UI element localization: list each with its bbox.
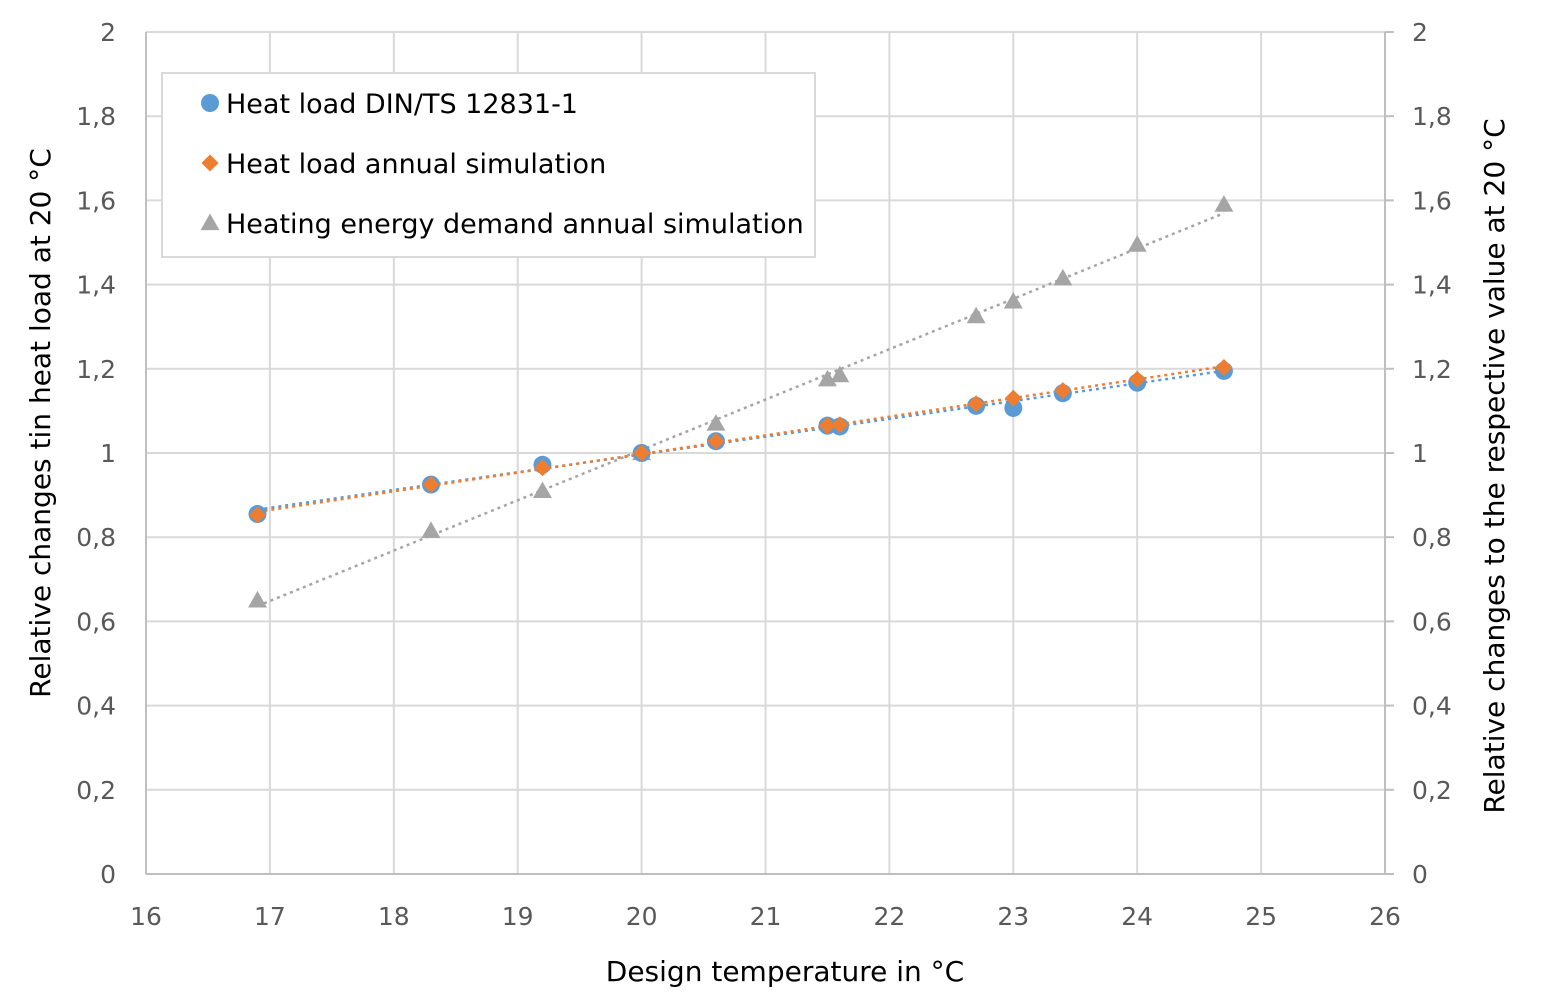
diamond-point bbox=[707, 432, 725, 450]
y-tick-label: 1 bbox=[100, 439, 116, 468]
y-tick-label: 0 bbox=[100, 860, 116, 889]
legend-label: Heat load annual simulation bbox=[226, 149, 606, 180]
circle-point bbox=[1004, 398, 1023, 417]
y2-tick-label: 0,2 bbox=[1412, 776, 1452, 805]
y-tick-label: 1,6 bbox=[76, 186, 116, 215]
y-tick-label: 1,2 bbox=[76, 355, 116, 384]
y2-tick-label: 0,4 bbox=[1412, 692, 1452, 721]
diamond-point bbox=[818, 417, 836, 435]
x-tick-label: 21 bbox=[750, 902, 782, 931]
x-tick-label: 16 bbox=[130, 902, 162, 931]
y2-tick-label: 1,4 bbox=[1412, 271, 1452, 300]
legend-item: Heat load annual simulation bbox=[201, 149, 606, 180]
x-tick-label: 25 bbox=[1245, 902, 1277, 931]
triangle-point bbox=[421, 521, 441, 538]
triangle-point bbox=[533, 481, 552, 498]
x-tick-label: 18 bbox=[378, 902, 410, 931]
tick-labels: 16 17 18 19 20 21 22 23 24 25 2600,20,40,60,811,21… bbox=[76, 18, 1452, 931]
diamond-point bbox=[1054, 382, 1072, 400]
y2-tick-label: 1,8 bbox=[1412, 102, 1452, 131]
triangle-point bbox=[818, 369, 837, 387]
y2-axis-title: Relative changes to the respective value… bbox=[1478, 118, 1511, 813]
legend-diamond-marker bbox=[201, 154, 219, 172]
trendlines bbox=[257, 212, 1225, 608]
x-tick-label: 24 bbox=[1121, 902, 1153, 931]
axes bbox=[145, 31, 1394, 875]
x-tick-label: 26 bbox=[1369, 902, 1401, 931]
diamond-point bbox=[1215, 358, 1233, 377]
diamond-point bbox=[533, 459, 552, 477]
y2-tick-label: 0,6 bbox=[1412, 607, 1452, 636]
legend: Heat load DIN/TS 12831-1 Heat load annual… bbox=[161, 72, 816, 258]
triangle-point bbox=[1127, 235, 1147, 252]
y2-tick-label: 0,8 bbox=[1412, 523, 1452, 552]
triangle-point bbox=[248, 590, 267, 608]
legend-label: Heat load DIN/TS 12831-1 bbox=[226, 89, 578, 120]
y2-tick-label: 1,6 bbox=[1412, 186, 1452, 215]
y2-tick-label: 0 bbox=[1412, 860, 1428, 889]
data-marks bbox=[248, 195, 1234, 608]
x-tick-label: 23 bbox=[997, 902, 1029, 931]
legend-label: Heating energy demand annual simulation bbox=[226, 209, 804, 240]
triangle-point bbox=[966, 306, 986, 324]
diamond-point bbox=[1004, 389, 1022, 407]
diamond-point bbox=[422, 476, 440, 494]
trendline bbox=[257, 365, 1225, 514]
y-tick-label: 0,6 bbox=[76, 607, 116, 636]
triangle-point bbox=[706, 414, 726, 431]
trendline bbox=[257, 369, 1225, 511]
y-tick-label: 1,4 bbox=[76, 271, 116, 300]
y-tick-label: 0,8 bbox=[76, 523, 116, 552]
diamond-point bbox=[633, 444, 651, 462]
triangle-point bbox=[1003, 291, 1023, 309]
legend-item: Heating energy demand annual simulation bbox=[200, 209, 804, 240]
x-tick-label: 19 bbox=[502, 902, 534, 931]
legend-triangle-marker bbox=[200, 213, 220, 231]
diamond-point bbox=[1128, 370, 1146, 388]
y-tick-label: 2 bbox=[100, 18, 116, 47]
trendline bbox=[257, 212, 1225, 608]
y2-tick-label: 2 bbox=[1412, 18, 1428, 47]
legend-circle-marker bbox=[201, 94, 219, 112]
triangle-point bbox=[1053, 268, 1073, 286]
x-tick-label: 20 bbox=[626, 902, 658, 931]
triangle-point bbox=[830, 365, 850, 383]
legend-box bbox=[161, 72, 816, 258]
y-tick-label: 0,2 bbox=[76, 776, 116, 805]
y2-tick-label: 1 bbox=[1412, 439, 1428, 468]
y-tick-label: 0,4 bbox=[76, 692, 116, 721]
y-axis-title: Relative changes tin heat load at 20 °C bbox=[24, 148, 57, 698]
legend-item: Heat load DIN/TS 12831-1 bbox=[201, 89, 578, 120]
triangle-point bbox=[1214, 195, 1234, 212]
diamond-point bbox=[831, 416, 849, 434]
x-axis-title: Design temperature in °C bbox=[606, 955, 964, 988]
x-tick-label: 22 bbox=[873, 902, 905, 931]
y2-tick-label: 1,2 bbox=[1412, 355, 1452, 384]
x-tick-label: 17 bbox=[254, 902, 286, 931]
diamond-point bbox=[967, 395, 985, 413]
diamond-point bbox=[248, 506, 267, 524]
y-tick-label: 1,8 bbox=[76, 102, 116, 131]
